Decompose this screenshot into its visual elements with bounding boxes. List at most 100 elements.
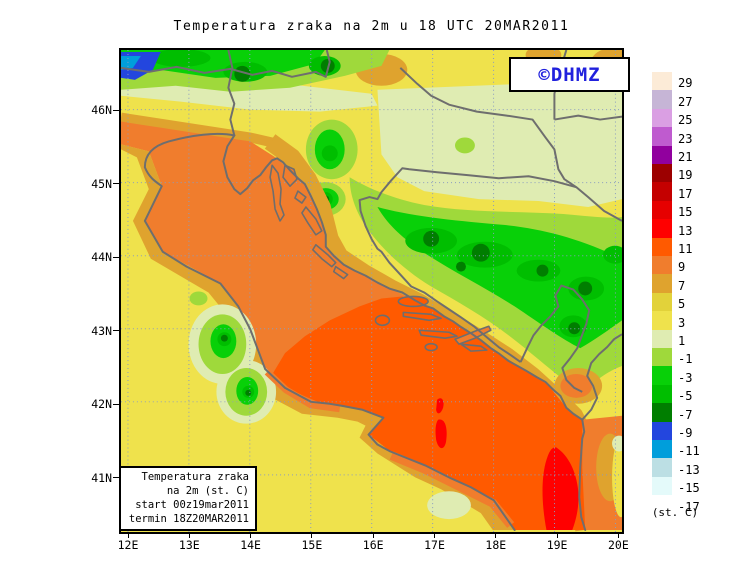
island-krk <box>282 164 298 187</box>
y-tick-label: 41N <box>91 470 112 485</box>
colorbar-swatch <box>652 237 672 256</box>
colorbar-tick-label: -15 <box>678 481 700 496</box>
colorbar-tick-label: 25 <box>678 113 693 128</box>
colorbar-swatch <box>652 108 672 128</box>
colorbar-tick-label: -7 <box>678 407 693 422</box>
colorbar-tick-label: -3 <box>678 370 693 385</box>
x-tick <box>311 533 313 538</box>
apennines-darkest-2 <box>245 389 252 396</box>
colorbar-swatch <box>652 495 672 514</box>
gorski-kotar-core <box>321 145 338 162</box>
y-tick <box>113 477 119 478</box>
x-tick <box>250 533 252 538</box>
island-vis <box>374 314 391 327</box>
x-tick-label: 18E <box>485 538 507 552</box>
colorbar-tick-label: -11 <box>678 444 700 459</box>
border-austria <box>121 50 331 78</box>
border-sava-bosnia <box>358 167 577 363</box>
border-italy-slovenia <box>227 50 236 136</box>
x-tick-label: 15E <box>301 538 323 552</box>
colorbar-swatch <box>652 90 672 109</box>
map-info-box: Temperatura zraka na 2m (st. C) start 00… <box>119 466 257 531</box>
x-tick-label: 14E <box>240 538 261 552</box>
x-tick <box>617 533 619 538</box>
page-title: Temperatura zraka na 2m u 18 UTC 20MAR20… <box>173 19 570 34</box>
x-tick <box>434 533 435 538</box>
albania-pale-spot <box>612 435 622 452</box>
info-line-4: termin 18Z20MAR2011 <box>128 513 249 525</box>
info-line-3: start 00z19mar2011 <box>135 499 249 511</box>
colorbar-tick-label: 3 <box>678 315 686 330</box>
serbia-edge-dark <box>603 245 622 264</box>
temperature-map <box>121 50 622 532</box>
coastline-balkan <box>222 134 587 532</box>
skadar-warm-patch <box>560 373 593 398</box>
colorbar-tick-label: 7 <box>678 278 686 293</box>
colorbar-swatch <box>652 182 672 201</box>
info-line-2: na 2m (st. C) <box>166 485 249 497</box>
island-rab <box>294 190 307 204</box>
island-cres <box>269 164 285 222</box>
julian-alps-core <box>234 65 251 82</box>
colorbar-swatch <box>652 366 672 385</box>
border-hungary-serbia <box>554 114 622 121</box>
puglia-coast-warm-strip <box>389 451 515 528</box>
colorbar-swatch <box>652 219 672 238</box>
colorbar-swatch <box>652 440 672 459</box>
dhmz-logo-box: ©DHMZ <box>509 57 630 92</box>
island-kornati <box>332 265 349 280</box>
colorbar-swatch <box>652 256 672 275</box>
island-pag <box>301 206 323 236</box>
colorbar-tick-label: 13 <box>678 223 693 238</box>
red-spot-mid-adriatic-2 <box>435 419 447 449</box>
colorbar-swatches <box>652 72 672 514</box>
colorbar-tick-label: -1 <box>678 352 693 367</box>
colorbar-tick-label: -13 <box>678 462 700 477</box>
x-tick <box>372 533 374 538</box>
colorbar-swatch <box>652 458 672 477</box>
colorbar-tick-label: 5 <box>678 297 686 312</box>
x-tick-label: 20E <box>608 538 629 552</box>
y-tick <box>113 109 119 111</box>
x-tick-label: 19E <box>546 538 568 552</box>
y-tick <box>113 403 119 405</box>
map-plot-area <box>119 48 624 534</box>
colorbar-tick-label: 21 <box>678 150 693 164</box>
colorbar-tick-label: -5 <box>678 389 693 404</box>
colorbar-tick-label: 9 <box>678 260 686 275</box>
island-mljet <box>460 343 488 352</box>
dhmz-logo-text: ©DHMZ <box>538 63 601 86</box>
y-tick <box>113 256 119 258</box>
colorbar-tick-label: 19 <box>678 168 693 183</box>
alps-cold-blue-light <box>121 55 141 70</box>
x-tick-label: 16E <box>362 538 384 552</box>
apennines-green-small <box>189 291 208 306</box>
bosnia-darkest5 <box>578 281 593 296</box>
coastlines <box>143 132 587 532</box>
x-tick <box>127 533 129 538</box>
x-tick-label: 13E <box>178 538 200 552</box>
colorbar-swatch <box>652 311 672 330</box>
colorbar-tick-label: 1 <box>678 334 686 348</box>
y-tick-label: 43N <box>91 323 112 338</box>
x-tick-label: 12E <box>117 538 139 552</box>
x-tick <box>556 533 558 538</box>
y-tick-label: 42N <box>91 397 112 411</box>
x-tick-label: 17E <box>424 538 445 552</box>
y-tick-label: 46N <box>91 103 112 117</box>
bosnia-darkest4 <box>536 264 549 277</box>
colorbar-swatch <box>652 384 672 404</box>
puglia-pale-spot <box>427 491 471 520</box>
colorbar-tick-label: 29 <box>678 76 693 91</box>
colorbar-swatch <box>652 329 672 348</box>
colorbar-tick-label: 17 <box>678 186 693 201</box>
colorbar-swatch <box>652 200 672 220</box>
colorbar-swatch <box>652 164 672 183</box>
y-tick <box>113 183 119 184</box>
colorbar-labels: 29 27 25 23 21 19 17 15 13 11 9 7 5 3 1 -1 -3 -5 -7 -9 -11 -1… <box>678 72 722 532</box>
islands <box>156 164 492 503</box>
colorbar-tick-label: 15 <box>678 205 693 220</box>
colorbar-unit-label: (st. C) <box>651 506 699 519</box>
apennines-darkest-1 <box>220 334 228 342</box>
y-tick <box>113 330 119 331</box>
